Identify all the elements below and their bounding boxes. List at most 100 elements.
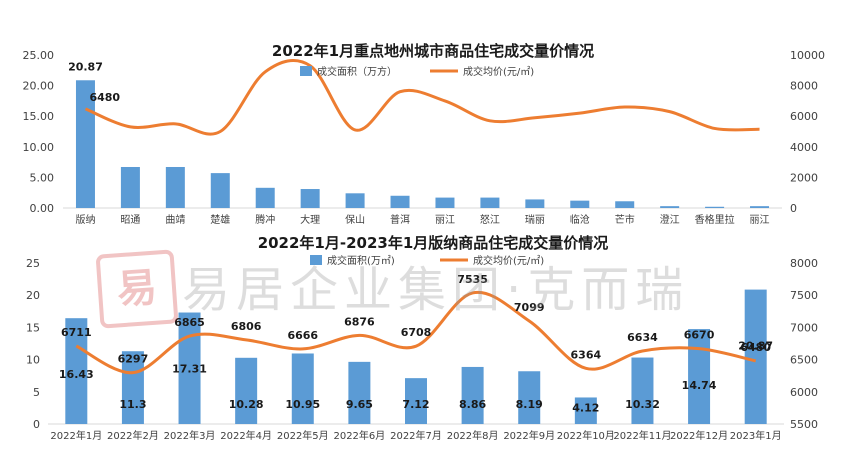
c1-left-tick-label: 0.00 xyxy=(30,202,55,215)
c2-category-label: 2022年4月 xyxy=(220,429,272,442)
c2-legend-bar-label: 成交面积(万㎡) xyxy=(327,254,395,267)
c1-right-tick-label: 4000 xyxy=(790,141,818,154)
c1-category-label: 保山 xyxy=(345,213,365,226)
c2-category-label: 2022年1月 xyxy=(50,429,102,442)
chart-2-title: 2022年1月-2023年1月版纳商品住宅成交量价情况 xyxy=(257,234,609,252)
c1-bar xyxy=(615,201,635,208)
c1-left-tick-label: 25.00 xyxy=(23,49,55,62)
c1-category-label: 普洱 xyxy=(390,213,410,226)
c1-category-label: 昭通 xyxy=(120,214,140,226)
c2-category-label: 2023年1月 xyxy=(730,429,782,442)
c1-left-tick-label: 10.00 xyxy=(23,141,55,154)
c1-bar xyxy=(210,173,230,208)
c2-bar-value-label: 9.65 xyxy=(346,398,373,411)
c2-category-label: 2022年10月 xyxy=(557,429,615,442)
c1-category-label: 临沧 xyxy=(570,213,590,226)
c1-bar xyxy=(390,195,410,208)
c2-bar xyxy=(405,378,427,424)
c2-bar xyxy=(518,371,541,424)
c2-category-label: 2022年7月 xyxy=(390,429,442,442)
c2-bar-value-label: 17.31 xyxy=(172,363,207,376)
c2-line-value-label: 6364 xyxy=(571,348,602,361)
c2-line-value-label: 6480 xyxy=(740,341,771,354)
c1-legend-bar-label: 成交面积（万方） xyxy=(317,65,397,78)
c2-category-label: 2022年11月 xyxy=(613,429,671,442)
c2-bar xyxy=(631,357,654,424)
c2-bar-value-label: 20.87 xyxy=(738,340,773,353)
c2-bar-value-label: 10.95 xyxy=(285,398,320,411)
c1-category-label: 澄江 xyxy=(660,213,680,226)
c2-line-value-label: 6876 xyxy=(344,315,375,328)
c2-bar xyxy=(121,351,144,424)
c2-right-tick-label: 5500 xyxy=(790,418,818,431)
c1-legend-line-label: 成交均价(元/㎡) xyxy=(463,65,534,78)
c1-category-label: 楚雄 xyxy=(210,213,230,226)
c1-data-label: 20.87 xyxy=(68,60,103,73)
c2-bar-value-label: 10.32 xyxy=(625,398,660,411)
c2-line-value-label: 7099 xyxy=(514,301,545,314)
c1-category-label: 曲靖 xyxy=(165,213,185,226)
c1-bar xyxy=(570,200,590,208)
c1-bar xyxy=(660,206,680,208)
c2-line-value-label: 6666 xyxy=(287,329,318,342)
c2-bar-value-label: 14.74 xyxy=(682,379,717,392)
c2-category-label: 2022年5月 xyxy=(277,429,329,442)
c2-bar xyxy=(178,312,201,424)
c1-category-label: 香格里拉 xyxy=(695,213,735,226)
chart-1-title: 2022年1月重点地州城市商品住宅成交量价情况 xyxy=(271,42,595,60)
c2-legend-bar-swatch xyxy=(310,255,322,265)
c2-line-value-label: 6711 xyxy=(61,326,92,339)
c2-bar xyxy=(65,318,88,424)
c2-category-label: 2022年2月 xyxy=(107,429,159,442)
c2-left-tick-label: 15 xyxy=(26,321,40,334)
c2-bar-value-label: 8.86 xyxy=(459,398,486,411)
c1-category-label: 版纳 xyxy=(75,213,95,226)
c2-bar xyxy=(688,329,711,424)
c2-bar-value-label: 8.19 xyxy=(516,398,543,411)
c2-price-line xyxy=(75,290,757,375)
c1-right-tick-label: 8000 xyxy=(790,80,818,93)
c1-bar xyxy=(255,187,275,208)
c2-bar xyxy=(744,289,767,424)
c2-left-tick-label: 25 xyxy=(26,257,40,270)
c2-left-tick-label: 0 xyxy=(33,418,40,431)
c2-right-tick-label: 7500 xyxy=(790,289,818,302)
c2-bar-value-label: 11.3 xyxy=(119,398,146,411)
c1-bar xyxy=(120,166,140,208)
c1-category-label: 芒市 xyxy=(615,213,635,226)
c2-right-tick-label: 6000 xyxy=(790,386,818,399)
c2-right-tick-label: 7000 xyxy=(790,321,818,334)
c1-right-tick-label: 10000 xyxy=(790,49,825,62)
c2-bar-value-label: 7.12 xyxy=(402,398,429,411)
c2-bar xyxy=(291,353,314,424)
c1-category-label: 腾冲 xyxy=(255,213,275,226)
c2-bar-value-label: 10.28 xyxy=(229,398,264,411)
c1-category-label: 瑞丽 xyxy=(525,214,545,226)
c1-bar xyxy=(705,206,725,208)
c2-bar xyxy=(461,366,484,424)
c2-category-label: 2022年3月 xyxy=(164,429,216,442)
c2-bar xyxy=(348,361,371,424)
c1-right-tick-label: 2000 xyxy=(790,171,818,184)
c2-right-tick-label: 6500 xyxy=(790,354,818,367)
c1-data-label: 6480 xyxy=(89,91,120,104)
c1-category-label: 丽江 xyxy=(435,214,455,226)
c2-category-label: 2022年8月 xyxy=(447,429,499,442)
c2-line-value-label: 6865 xyxy=(174,316,205,329)
c2-category-label: 2022年9月 xyxy=(503,429,555,442)
c1-bar xyxy=(165,166,185,208)
c1-right-tick-label: 6000 xyxy=(790,110,818,123)
c2-category-label: 2022年12月 xyxy=(670,429,728,442)
c1-legend-bar-swatch xyxy=(300,66,312,76)
c1-bar xyxy=(345,193,365,208)
c1-bar xyxy=(480,197,500,208)
c1-right-tick-label: 0 xyxy=(790,202,797,215)
c2-left-tick-label: 20 xyxy=(26,289,40,302)
c1-bar xyxy=(525,199,545,208)
c2-line-value-label: 6297 xyxy=(118,353,149,366)
c2-bar-value-label: 16.43 xyxy=(59,368,94,381)
c1-bar xyxy=(750,206,770,208)
c2-legend-line-label: 成交均价(元/㎡) xyxy=(473,254,544,267)
c2-line-value-label: 7535 xyxy=(457,273,488,286)
